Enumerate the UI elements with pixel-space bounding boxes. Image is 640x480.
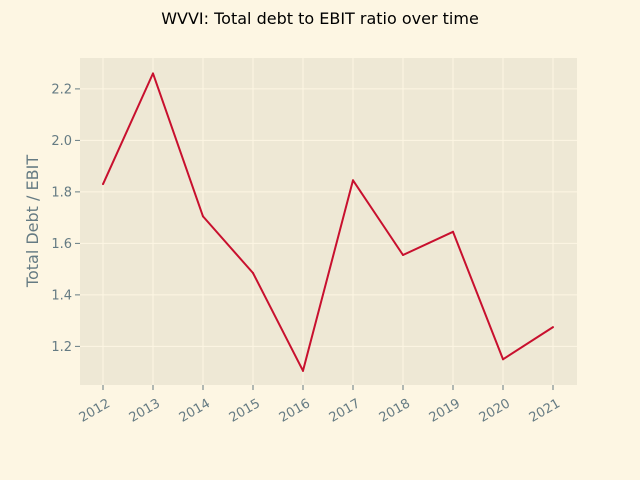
data-point <box>452 230 454 233</box>
x-tick-label: 2012 <box>77 396 113 426</box>
x-tick-label: 2017 <box>327 396 363 426</box>
y-tick-label: 1.2 <box>51 340 72 355</box>
x-tick-label: 2015 <box>227 396 263 426</box>
y-tick-label: 1.8 <box>51 185 72 200</box>
x-tick-label: 2013 <box>127 396 163 426</box>
x-tick-label: 2020 <box>477 396 513 426</box>
x-tick-label: 2019 <box>427 396 463 426</box>
y-tick-label: 1.6 <box>51 237 72 252</box>
data-point <box>102 183 104 186</box>
x-tick-label: 2014 <box>177 396 213 426</box>
y-tick-label: 1.4 <box>51 288 72 303</box>
data-point <box>402 253 404 256</box>
data-point <box>502 358 504 361</box>
grid-lines <box>80 58 577 385</box>
y-tick-label: 2.2 <box>51 82 72 97</box>
y-tick-label: 2.0 <box>51 134 72 149</box>
series-layer <box>102 72 554 372</box>
data-point <box>202 215 204 218</box>
x-tick-label: 2016 <box>277 396 313 426</box>
y-axis-label: Total Debt / EBIT <box>23 155 42 288</box>
data-point <box>352 179 354 182</box>
data-point <box>552 326 554 329</box>
data-point <box>302 369 304 372</box>
chart-title: WVVI: Total debt to EBIT ratio over time <box>161 9 479 28</box>
x-tick-label: 2018 <box>377 396 413 426</box>
plot-area <box>80 58 577 385</box>
data-point <box>152 72 154 75</box>
x-tick-label: 2021 <box>527 396 563 426</box>
series-line <box>102 72 554 372</box>
data-point <box>252 271 254 274</box>
